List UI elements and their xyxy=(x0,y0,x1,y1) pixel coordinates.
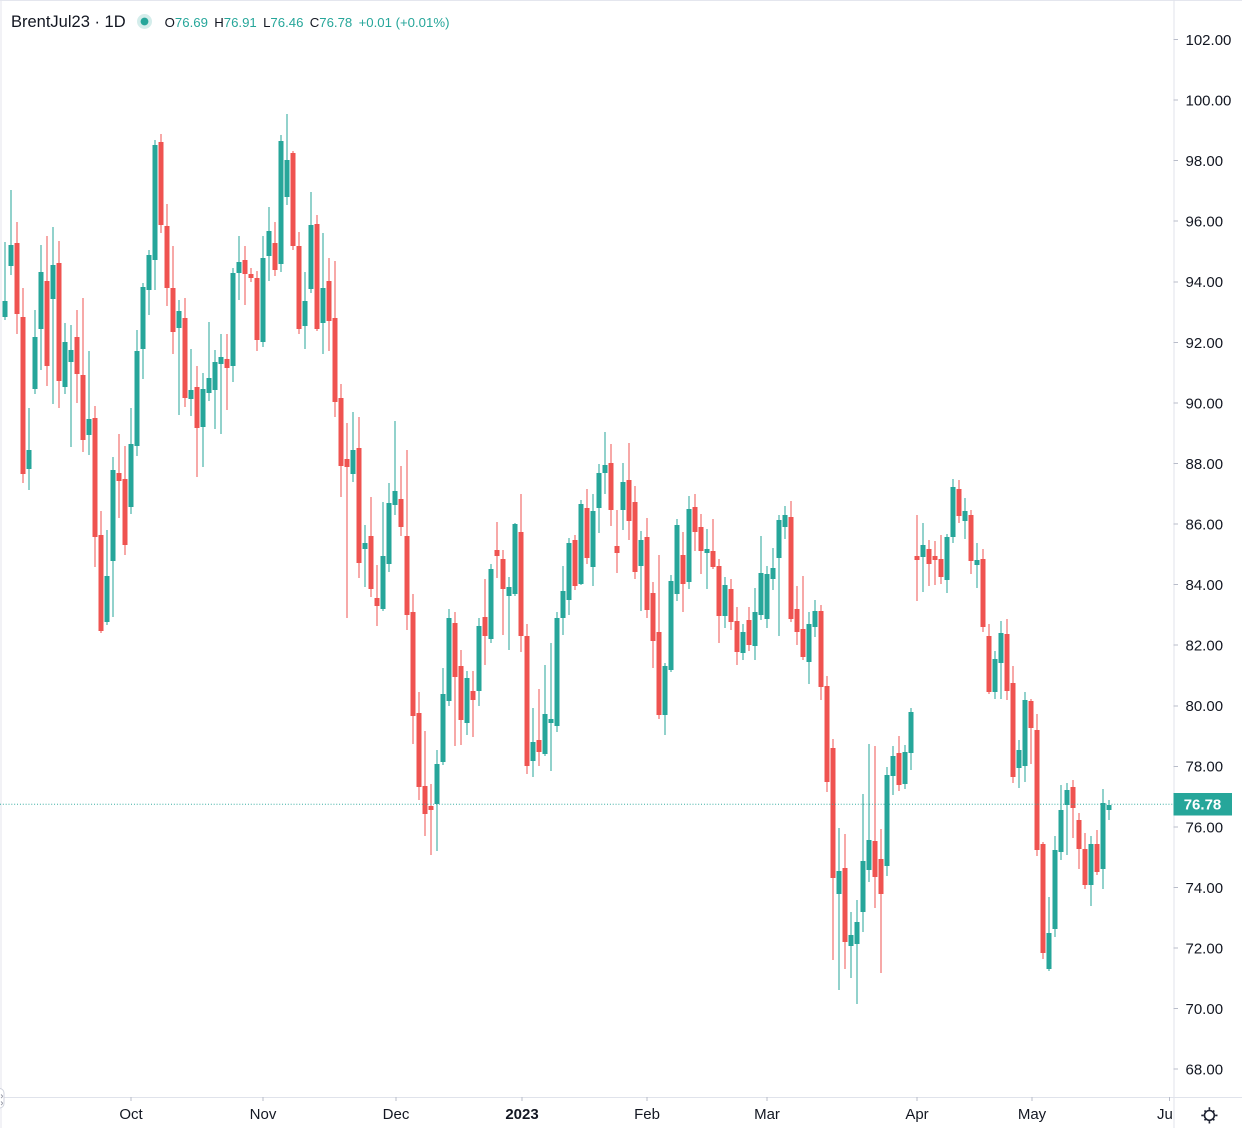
svg-text:May: May xyxy=(1018,1106,1047,1123)
svg-text:88.00: 88.00 xyxy=(1186,456,1224,473)
svg-text:Feb: Feb xyxy=(634,1106,660,1123)
svg-text:100.00: 100.00 xyxy=(1186,93,1232,110)
svg-text:68.00: 68.00 xyxy=(1186,1062,1224,1079)
svg-text:94.00: 94.00 xyxy=(1186,274,1224,291)
svg-text:102.00: 102.00 xyxy=(1186,32,1232,49)
svg-text:76.00: 76.00 xyxy=(1186,819,1224,836)
svg-text:78.00: 78.00 xyxy=(1186,759,1224,776)
svg-text:82.00: 82.00 xyxy=(1186,638,1224,655)
svg-text:70.00: 70.00 xyxy=(1186,1001,1224,1018)
svg-text:Mar: Mar xyxy=(754,1106,780,1123)
svg-text:Ju: Ju xyxy=(1157,1106,1173,1123)
svg-text:76.78: 76.78 xyxy=(1184,797,1222,814)
svg-text:Nov: Nov xyxy=(250,1106,277,1123)
svg-text:Dec: Dec xyxy=(383,1106,410,1123)
svg-text:84.00: 84.00 xyxy=(1186,577,1224,594)
svg-text:98.00: 98.00 xyxy=(1186,153,1224,170)
svg-text:96.00: 96.00 xyxy=(1186,214,1224,231)
svg-text:80.00: 80.00 xyxy=(1186,698,1224,715)
svg-text:2023: 2023 xyxy=(505,1106,538,1123)
svg-text:92.00: 92.00 xyxy=(1186,335,1224,352)
svg-text:74.00: 74.00 xyxy=(1186,880,1224,897)
svg-text:86.00: 86.00 xyxy=(1186,517,1224,534)
svg-text:Oct: Oct xyxy=(119,1106,143,1123)
svg-text:72.00: 72.00 xyxy=(1186,940,1224,957)
svg-text:90.00: 90.00 xyxy=(1186,395,1224,412)
svg-text:Apr: Apr xyxy=(905,1106,928,1123)
